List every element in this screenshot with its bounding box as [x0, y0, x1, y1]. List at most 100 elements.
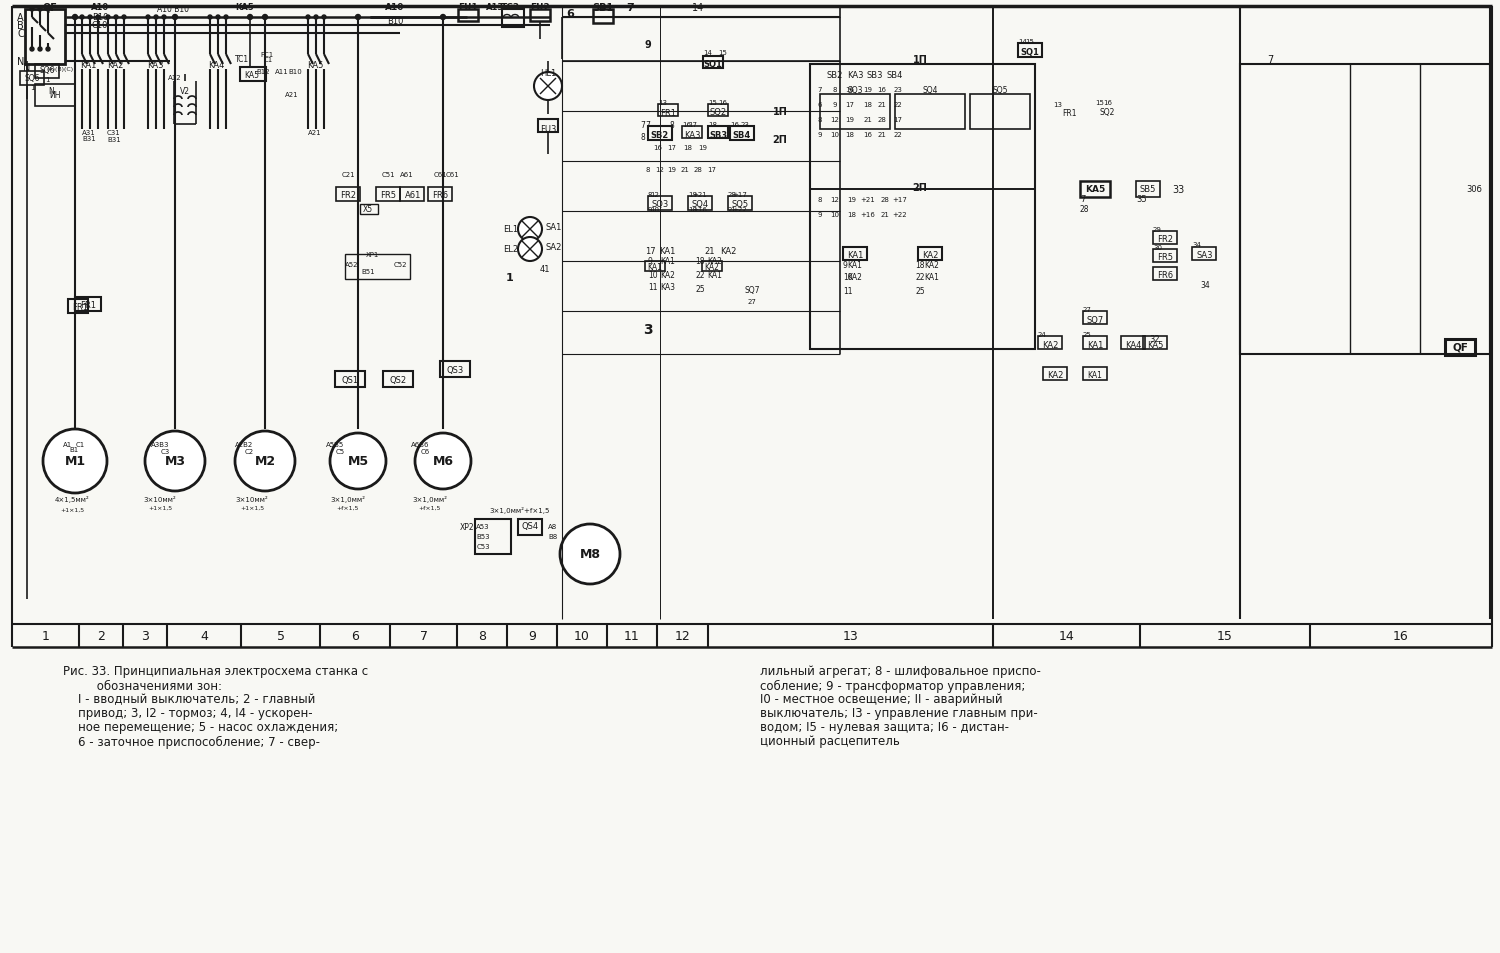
- Text: KA2: KA2: [708, 257, 723, 266]
- Text: KA5: KA5: [308, 60, 322, 70]
- Text: 14: 14: [692, 3, 703, 13]
- Text: 17: 17: [645, 247, 656, 256]
- Text: B53: B53: [476, 534, 490, 539]
- Text: собление; 9 - трансформатор управления;: собление; 9 - трансформатор управления;: [760, 679, 1026, 692]
- Circle shape: [38, 48, 42, 52]
- Text: 16: 16: [730, 122, 740, 128]
- Text: 12: 12: [675, 629, 690, 641]
- Text: KA1: KA1: [847, 260, 862, 269]
- Bar: [682, 127, 702, 139]
- Text: 16: 16: [864, 132, 873, 138]
- Text: 29: 29: [1154, 227, 1162, 233]
- Text: SQ2: SQ2: [1100, 109, 1114, 117]
- Text: KA2: KA2: [922, 251, 938, 259]
- Text: KA1: KA1: [658, 247, 675, 256]
- Circle shape: [44, 430, 106, 494]
- Text: B31: B31: [82, 136, 96, 142]
- Text: FU3: FU3: [540, 126, 556, 134]
- Text: A61: A61: [405, 191, 422, 199]
- Text: KA1: KA1: [708, 272, 723, 280]
- Text: 33: 33: [1172, 185, 1184, 194]
- Bar: [458, 10, 478, 22]
- Text: 21: 21: [864, 117, 873, 123]
- Text: KA1: KA1: [80, 60, 96, 70]
- Text: 18: 18: [694, 257, 705, 266]
- Circle shape: [209, 16, 212, 20]
- Text: 9: 9: [818, 132, 822, 138]
- Text: 35: 35: [1136, 195, 1146, 204]
- Text: 8: 8: [669, 120, 675, 130]
- Text: +1×1,5: +1×1,5: [148, 505, 172, 510]
- Text: C1: C1: [75, 441, 84, 448]
- Text: 13: 13: [843, 629, 858, 641]
- Text: 10: 10: [843, 274, 852, 282]
- Text: 8: 8: [818, 196, 822, 203]
- Text: KA2: KA2: [924, 260, 939, 269]
- Text: A: A: [16, 13, 24, 23]
- Text: A21: A21: [308, 130, 321, 136]
- Text: 19: 19: [688, 192, 698, 198]
- Text: KA2: KA2: [705, 263, 720, 273]
- Bar: [648, 127, 672, 141]
- Text: SQ7: SQ7: [744, 285, 759, 294]
- Text: A21: A21: [285, 91, 298, 98]
- Bar: [1154, 232, 1178, 245]
- Text: EL1: EL1: [503, 225, 518, 234]
- Text: 17: 17: [688, 122, 698, 128]
- Text: A13: A13: [486, 4, 504, 12]
- Text: SQ7: SQ7: [1086, 315, 1104, 324]
- Text: 16: 16: [846, 87, 855, 92]
- Text: 16: 16: [878, 87, 886, 92]
- Text: FU1: FU1: [458, 4, 478, 12]
- Text: +16: +16: [861, 212, 876, 218]
- Text: 25: 25: [694, 285, 705, 294]
- Circle shape: [122, 16, 126, 20]
- Text: B8: B8: [549, 534, 558, 539]
- Text: 3×10мм²: 3×10мм²: [144, 497, 177, 502]
- Text: 3×1,0мм²: 3×1,0мм²: [413, 496, 447, 503]
- Text: SQ5: SQ5: [732, 200, 748, 210]
- Text: 11: 11: [648, 283, 657, 293]
- Text: 1П: 1П: [912, 55, 927, 65]
- Text: SA2: SA2: [546, 243, 562, 253]
- Text: 19: 19: [847, 196, 856, 203]
- Circle shape: [262, 15, 267, 20]
- Text: 8: 8: [818, 117, 822, 123]
- Text: 13: 13: [658, 100, 668, 106]
- Text: 24: 24: [1038, 332, 1047, 337]
- Text: 1: 1: [506, 273, 515, 283]
- Text: A10 B10: A10 B10: [158, 5, 189, 13]
- Circle shape: [314, 16, 318, 20]
- Text: A3B3: A3B3: [152, 441, 170, 448]
- Text: (A)(B)(C): (A)(B)(C): [46, 68, 74, 72]
- Text: 17: 17: [894, 117, 903, 123]
- Text: 14: 14: [1059, 629, 1074, 641]
- Text: 34: 34: [1192, 242, 1202, 248]
- Text: SB1: SB1: [592, 3, 613, 13]
- Text: 21: 21: [878, 132, 886, 138]
- Text: +1×1,5: +1×1,5: [240, 505, 264, 510]
- Text: SQ2: SQ2: [710, 109, 726, 117]
- Text: C1: C1: [264, 57, 273, 63]
- Text: 7: 7: [626, 3, 634, 13]
- Text: 30: 30: [1154, 245, 1162, 251]
- Text: I0 - местное освещение; II - аварийный: I0 - местное освещение; II - аварийный: [760, 693, 1002, 706]
- Text: 19: 19: [864, 87, 873, 92]
- Text: 7: 7: [645, 120, 651, 130]
- Text: 30б: 30б: [1466, 185, 1482, 194]
- Circle shape: [172, 15, 177, 20]
- Text: 3×1,0мм²+f×1,5: 3×1,0мм²+f×1,5: [490, 506, 550, 513]
- Text: SQ1: SQ1: [704, 60, 723, 70]
- Circle shape: [356, 15, 360, 20]
- Bar: [708, 127, 728, 139]
- Bar: [530, 10, 550, 22]
- Circle shape: [88, 16, 92, 20]
- Text: KA5: KA5: [244, 71, 260, 79]
- Text: 9: 9: [833, 102, 837, 108]
- Circle shape: [441, 15, 446, 20]
- Circle shape: [80, 16, 84, 20]
- Bar: [1083, 336, 1107, 350]
- Circle shape: [114, 16, 118, 20]
- Text: 9: 9: [648, 207, 652, 213]
- Text: SQ3: SQ3: [847, 87, 862, 95]
